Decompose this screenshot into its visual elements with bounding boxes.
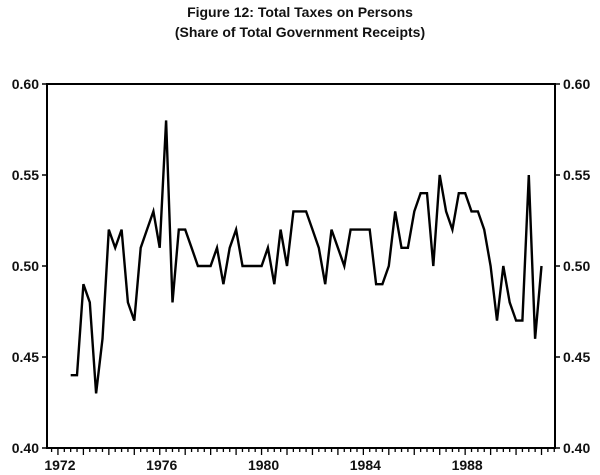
- x-tick-label: 1988: [452, 457, 483, 473]
- y-tick-label-right: 0.50: [563, 258, 590, 274]
- chart-subtitle: (Share of Total Government Receipts): [174, 24, 426, 40]
- y-tick-label-left: 0.45: [12, 349, 39, 365]
- x-tick-label: 1976: [146, 457, 177, 473]
- y-tick-label-left: 0.40: [12, 440, 39, 456]
- y-axis-left: 0.40 0.45 0.50 0.55 0.60: [12, 76, 39, 456]
- y-axis-right: 0.40 0.45 0.50 0.55 0.60: [563, 76, 590, 456]
- x-tick-label: 1984: [350, 457, 381, 473]
- chart-title: Figure 12: Total Taxes on Persons: [187, 4, 413, 20]
- plot-frame: [46, 83, 556, 449]
- y-tick-label-right: 0.45: [563, 349, 590, 365]
- y-tick-label-left: 0.60: [12, 76, 39, 92]
- x-tick-label: 1972: [44, 457, 75, 473]
- y-tick-label-left: 0.55: [12, 167, 39, 183]
- y-tick-label-right: 0.60: [563, 76, 590, 92]
- y-tick-label-right: 0.40: [563, 440, 590, 456]
- x-axis: 1972 1976 1980 1984 1988: [44, 457, 483, 473]
- x-tick-label: 1980: [248, 457, 279, 473]
- series-line: [70, 120, 543, 394]
- y-tick-label-right: 0.55: [563, 167, 590, 183]
- y-tick-label-left: 0.50: [12, 258, 39, 274]
- axis-ticks: [42, 83, 560, 455]
